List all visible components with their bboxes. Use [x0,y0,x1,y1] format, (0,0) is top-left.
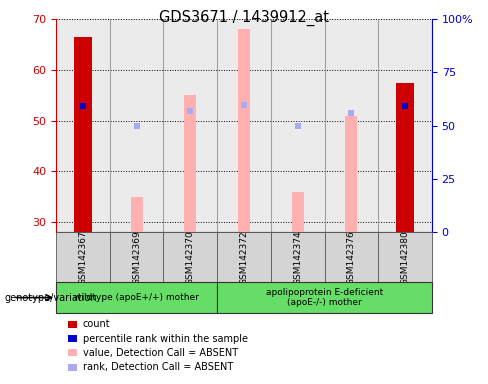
Text: GSM142370: GSM142370 [186,230,195,285]
Bar [110,19,163,232]
Bar [217,232,271,282]
Text: GSM142372: GSM142372 [240,230,248,285]
Bar [378,232,432,282]
Text: GDS3671 / 1439912_at: GDS3671 / 1439912_at [159,10,329,26]
Bar [110,232,163,282]
Bar [396,83,414,232]
Text: genotype/variation: genotype/variation [5,293,98,303]
Text: GSM142380: GSM142380 [401,230,409,285]
Bar [217,19,271,232]
Bar [271,19,325,232]
Text: GSM142376: GSM142376 [347,230,356,285]
Bar [74,37,92,232]
Bar [163,19,217,232]
Bar [325,232,378,282]
Text: percentile rank within the sample: percentile rank within the sample [83,334,248,344]
Bar [271,232,325,282]
Bar [238,29,250,232]
Text: wildtype (apoE+/+) mother: wildtype (apoE+/+) mother [74,293,199,302]
Bar [325,19,378,232]
Bar [56,19,110,232]
Text: rank, Detection Call = ABSENT: rank, Detection Call = ABSENT [83,362,233,372]
Bar [163,232,217,282]
Bar [378,19,432,232]
Text: GSM142369: GSM142369 [132,230,141,285]
Bar [217,282,432,313]
Text: GSM142367: GSM142367 [79,230,87,285]
Bar [346,116,357,232]
Bar [56,282,217,313]
Text: count: count [83,319,111,329]
Bar [184,95,196,232]
Bar [56,232,110,282]
Text: value, Detection Call = ABSENT: value, Detection Call = ABSENT [83,348,238,358]
Text: GSM142374: GSM142374 [293,230,302,285]
Bar [292,192,304,232]
Bar [131,197,142,232]
Text: apolipoprotein E-deficient
(apoE-/-) mother: apolipoprotein E-deficient (apoE-/-) mot… [266,288,383,307]
